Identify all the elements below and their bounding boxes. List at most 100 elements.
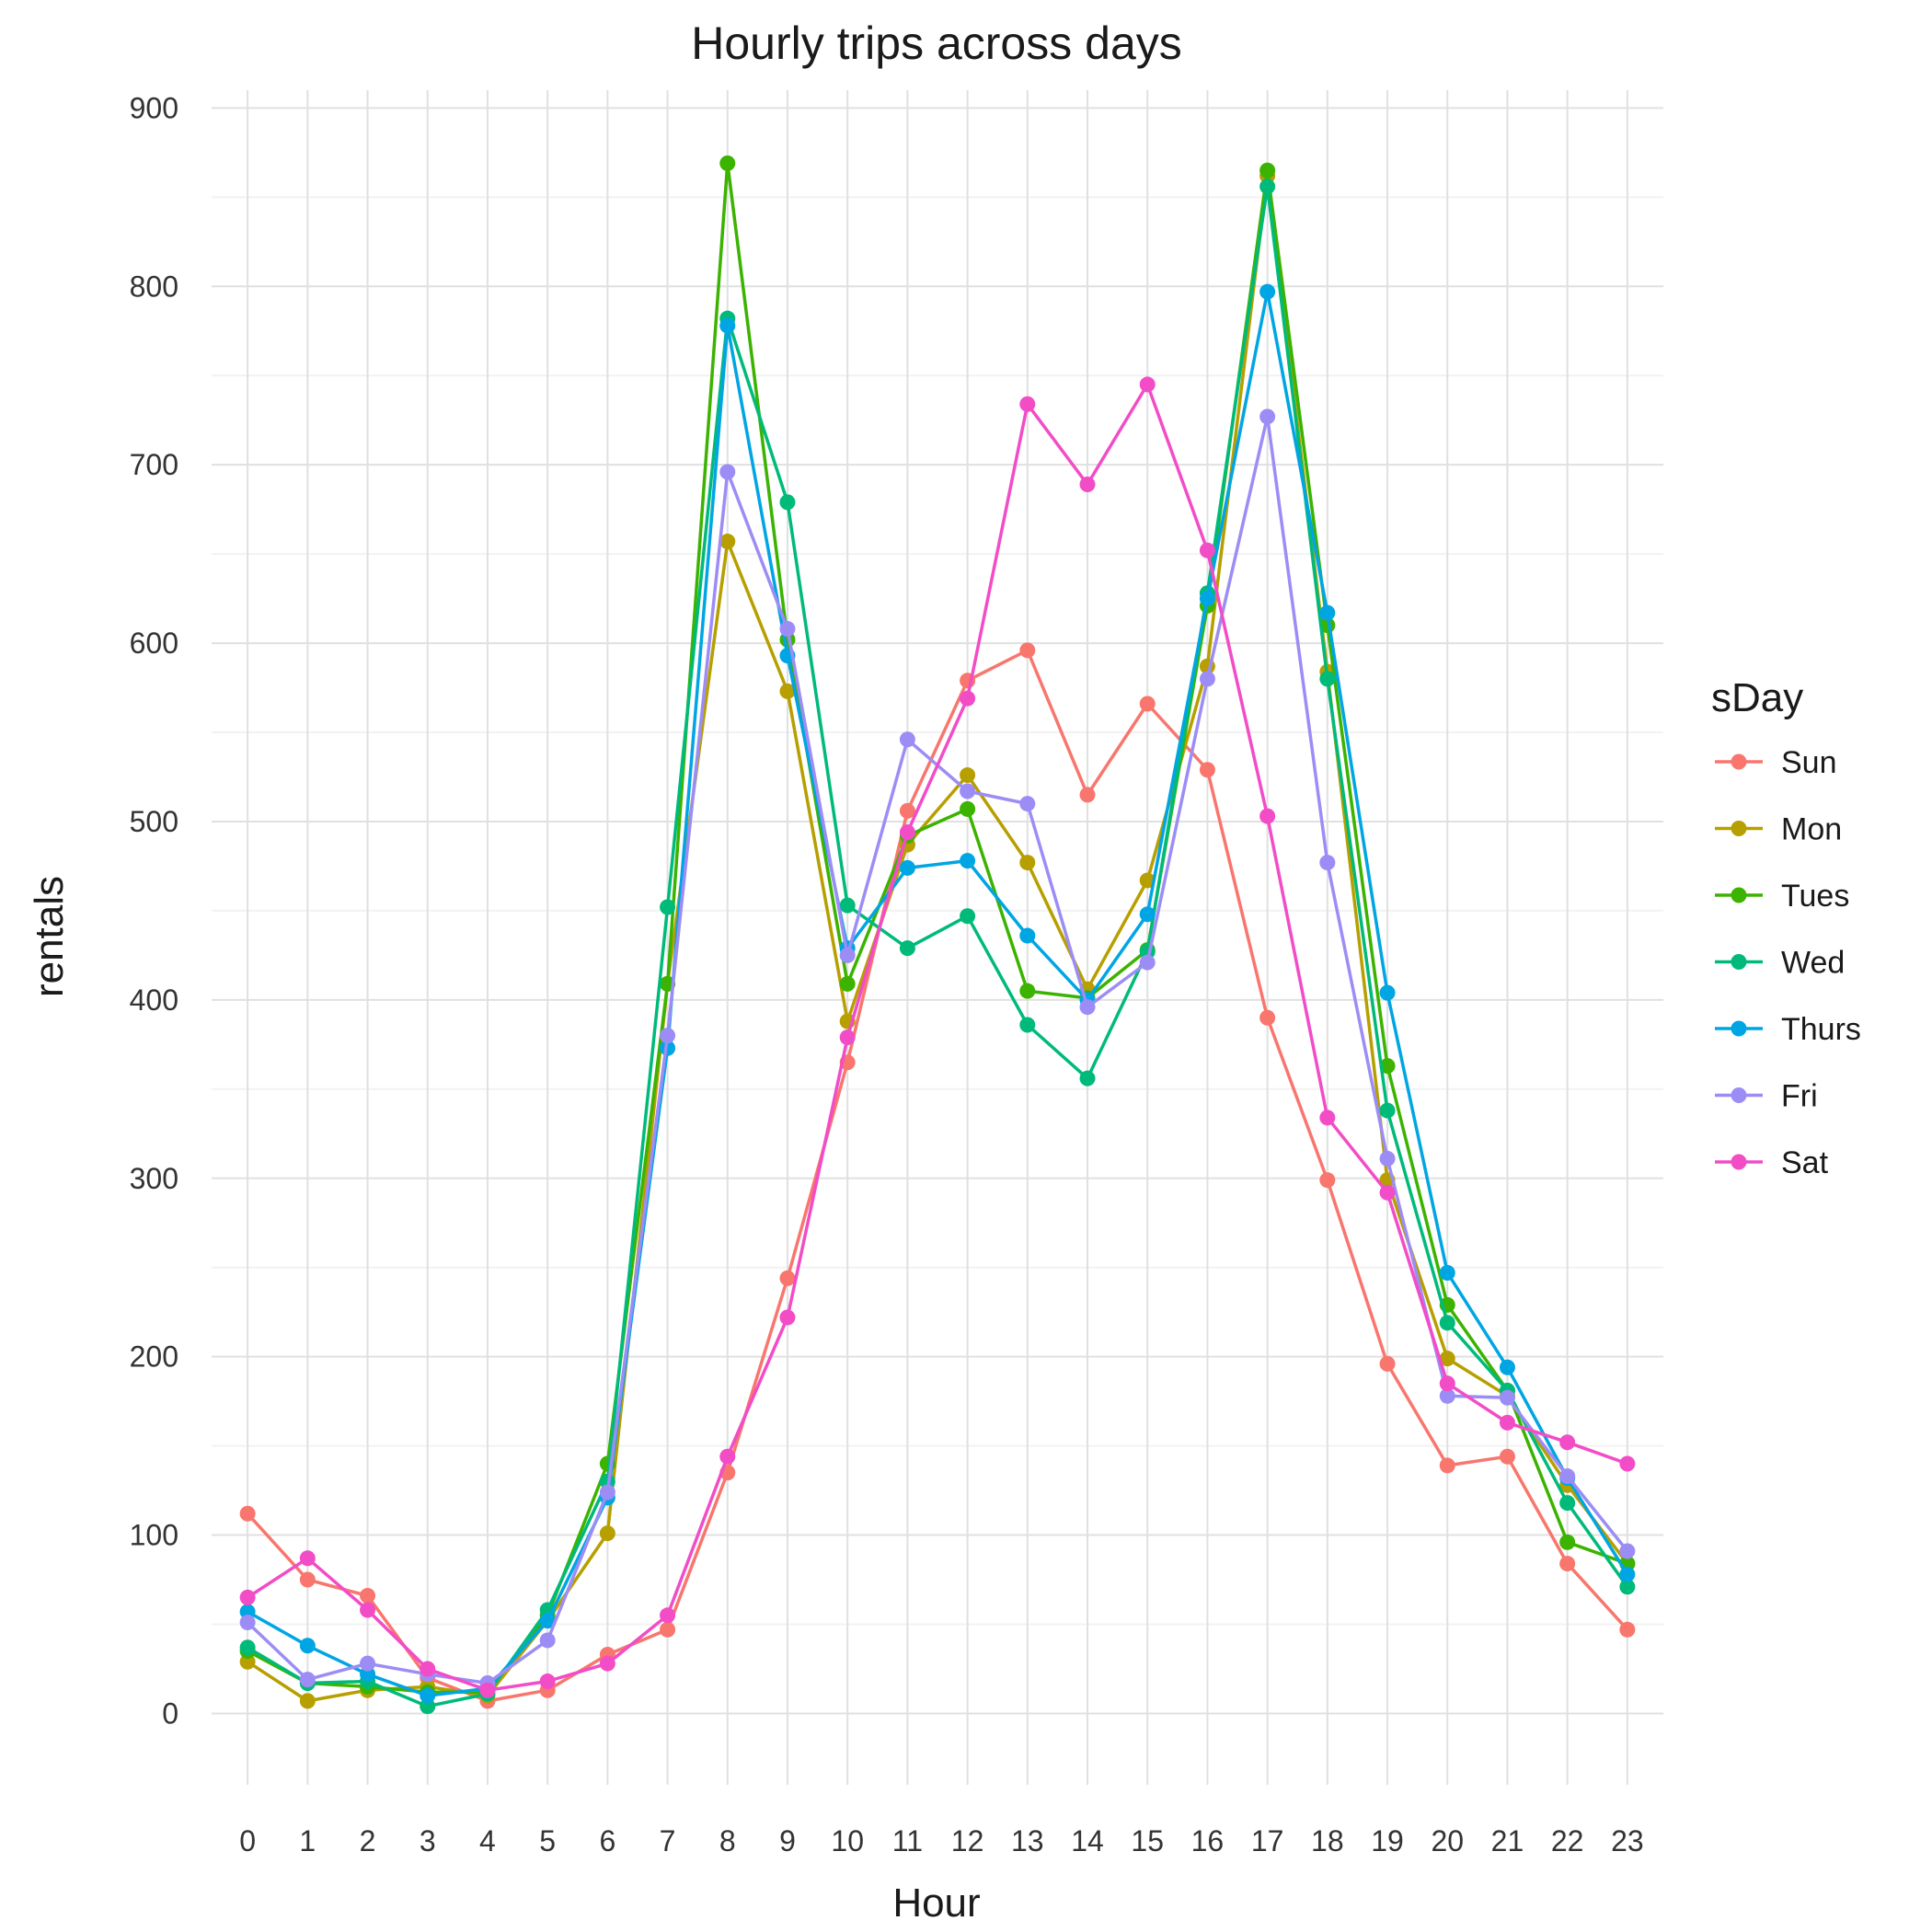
y-tick-label: 600: [130, 627, 178, 660]
legend-item-tues: Tues: [1715, 879, 1849, 914]
data-point: [1499, 1359, 1515, 1375]
data-point: [1379, 1355, 1396, 1372]
data-point: [839, 975, 856, 992]
x-tick-label: 20: [1431, 1824, 1464, 1857]
data-point: [1139, 696, 1156, 712]
data-point: [899, 824, 915, 841]
legend-item-sat: Sat: [1715, 1145, 1829, 1180]
data-point: [1439, 1265, 1455, 1282]
series-fri: [239, 408, 1636, 1691]
y-tick-label: 400: [130, 983, 178, 1017]
data-point: [1439, 1387, 1455, 1404]
x-tick-label: 6: [599, 1824, 615, 1857]
data-point: [1199, 542, 1215, 558]
x-tick-label: 13: [1011, 1824, 1044, 1857]
x-tick-label: 16: [1191, 1824, 1225, 1857]
data-point: [1439, 1375, 1455, 1392]
legend-item-fri: Fri: [1715, 1079, 1818, 1114]
data-point: [1619, 1566, 1636, 1582]
data-point: [899, 731, 915, 748]
data-point: [239, 1615, 256, 1631]
data-point: [839, 947, 856, 963]
data-point: [1019, 642, 1036, 659]
data-point: [1439, 1457, 1455, 1474]
x-tick-label: 21: [1491, 1824, 1524, 1857]
data-point: [1379, 1150, 1396, 1167]
data-point: [539, 1613, 556, 1629]
y-tick-label: 100: [130, 1519, 178, 1552]
y-tick-label: 500: [130, 805, 178, 838]
legend-key-point: [1731, 1087, 1747, 1103]
data-point: [1619, 1543, 1636, 1559]
data-point: [779, 494, 796, 511]
data-point: [1319, 1172, 1336, 1189]
data-point: [1259, 162, 1276, 178]
chart-title: Hourly trips across days: [691, 17, 1182, 69]
data-point: [719, 155, 736, 171]
x-tick-label: 3: [420, 1824, 436, 1857]
data-point: [779, 1270, 796, 1286]
data-point: [1019, 927, 1036, 944]
data-point: [899, 802, 915, 819]
legend-item-sun: Sun: [1715, 745, 1837, 780]
data-point: [1019, 1017, 1036, 1033]
data-point: [1319, 1110, 1336, 1126]
data-point: [1139, 872, 1156, 889]
x-tick-label: 9: [779, 1824, 796, 1857]
data-point: [960, 690, 976, 707]
data-point: [1259, 178, 1276, 195]
data-point: [1499, 1448, 1515, 1465]
data-point: [599, 1655, 615, 1672]
data-point: [1559, 1495, 1576, 1512]
series-line: [247, 184, 1629, 1708]
y-axis-title: rentals: [27, 876, 72, 997]
data-point: [1379, 1058, 1396, 1075]
legend-item-thurs: Thurs: [1715, 1012, 1861, 1047]
legend-label: Tues: [1781, 879, 1849, 914]
x-tick-label: 7: [660, 1824, 676, 1857]
legend-label: Wed: [1781, 946, 1845, 981]
series-tues: [239, 155, 1636, 1700]
data-point: [1619, 1621, 1636, 1638]
series-thurs: [239, 283, 1636, 1704]
data-point: [360, 1602, 376, 1618]
data-point: [1319, 671, 1336, 687]
data-point: [599, 1525, 615, 1542]
data-point: [420, 1698, 436, 1715]
legend-label: Fri: [1781, 1079, 1818, 1114]
data-point: [719, 464, 736, 480]
legend-key-point: [1731, 1154, 1747, 1170]
data-point: [1079, 477, 1096, 493]
data-point: [1139, 906, 1156, 923]
legend-key-point: [1731, 821, 1747, 836]
data-point: [1259, 1009, 1276, 1026]
series-mon: [239, 167, 1636, 1709]
data-point: [299, 1550, 316, 1567]
legend-key-point: [1731, 753, 1747, 770]
data-point: [839, 897, 856, 914]
y-tick-label: 200: [130, 1340, 178, 1374]
x-tick-label: 5: [539, 1824, 556, 1857]
series-line: [247, 174, 1629, 1703]
data-point: [660, 1028, 676, 1044]
x-tick-label: 18: [1311, 1824, 1344, 1857]
data-point: [1019, 983, 1036, 999]
x-tick-label: 23: [1611, 1824, 1644, 1857]
series-line: [247, 383, 1628, 1692]
data-point: [360, 1587, 376, 1604]
data-point: [239, 1653, 256, 1670]
data-point: [539, 1673, 556, 1690]
data-point: [660, 899, 676, 915]
legend-label: Mon: [1781, 812, 1842, 847]
data-point: [1019, 855, 1036, 871]
data-point: [719, 534, 736, 550]
series-layer: [239, 155, 1636, 1715]
data-point: [960, 800, 976, 817]
data-point: [360, 1666, 376, 1683]
data-point: [779, 683, 796, 699]
x-tick-label: 15: [1131, 1824, 1164, 1857]
data-point: [1379, 1102, 1396, 1119]
data-point: [779, 621, 796, 638]
x-tick-label: 1: [299, 1824, 316, 1857]
